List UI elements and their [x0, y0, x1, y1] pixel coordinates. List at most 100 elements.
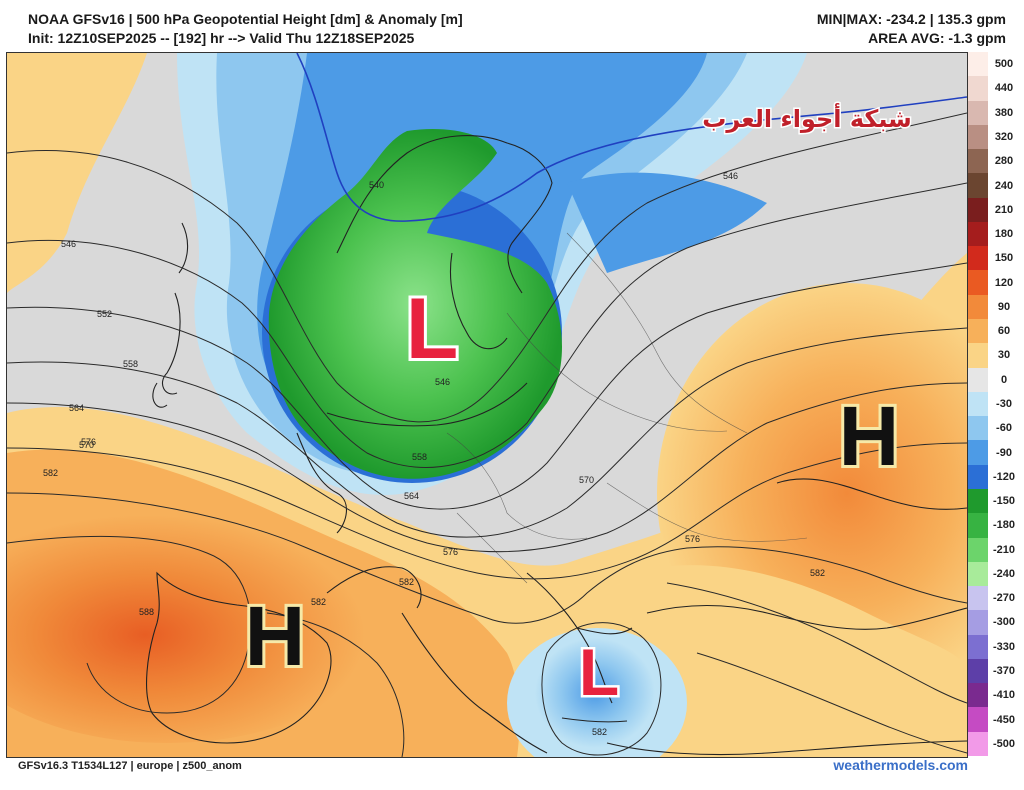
contour-label: 546: [723, 171, 738, 181]
colorbar-swatch: [968, 124, 988, 150]
contour-label: 564: [69, 403, 84, 413]
atlantic-warm-anomaly: [7, 53, 147, 293]
contour-label: 558: [412, 452, 427, 462]
iberia-high-anomaly: [7, 503, 387, 743]
colorbar-label: -240: [992, 567, 1016, 580]
colorbar-swatch: [968, 294, 988, 320]
colorbar-swatch: [968, 197, 988, 223]
colorbar-label: 180: [994, 228, 1014, 241]
colorbar-label: 120: [994, 276, 1014, 289]
contour-label: 570: [79, 440, 94, 450]
model-info-footer: GFSv16.3 T1534L127 | europe | z500_anom: [18, 760, 242, 772]
init-valid-time: Init: 12Z10SEP2025 -- [192] hr --> Valid…: [28, 30, 415, 46]
colorbar-label: -450: [992, 713, 1016, 726]
colorbar-swatch: [968, 367, 988, 393]
site-watermark: شبكة أجواء العرب: [702, 103, 912, 133]
colorbar-swatch: [968, 537, 988, 563]
map-panel: 546 552 558 564 570 576 582 546 540 558 …: [6, 52, 968, 758]
colorbar-label: -210: [992, 543, 1016, 556]
colorbar-swatch: [968, 731, 988, 757]
contour-label: 570: [579, 475, 594, 485]
contour-label: 576: [685, 534, 700, 544]
colorbar-swatch: [968, 173, 988, 199]
colorbar-label: -330: [992, 640, 1016, 653]
colorbar-swatch: [968, 100, 988, 126]
colorbar-label: 150: [994, 252, 1014, 265]
area-average-readout: AREA AVG: -1.3 gpm: [868, 30, 1006, 46]
colorbar-label: 320: [994, 130, 1014, 143]
colorbar-label: 30: [997, 349, 1011, 362]
colorbar-label: -300: [992, 616, 1016, 629]
colorbar-label: -500: [992, 737, 1016, 750]
coastlines: [146, 135, 967, 756]
finland-cold-anomaly: [567, 172, 767, 273]
low-pressure-marker: L: [406, 281, 459, 377]
colorbar-label: -410: [992, 689, 1016, 702]
contour-label: 582: [43, 468, 58, 478]
colorbar-label: 240: [994, 179, 1014, 192]
contour-label: 546: [61, 239, 76, 249]
levant-warm-anomaly: [627, 565, 967, 757]
contour-label: 582: [399, 577, 414, 587]
colorbar-swatch: [968, 149, 988, 174]
height-contours: [7, 112, 967, 757]
colorbar-label: 210: [994, 203, 1014, 216]
contour-label: 546: [435, 377, 450, 387]
colorbar-swatch: [968, 634, 988, 660]
pressure-centers: L H H L: [242, 278, 903, 712]
contour-label: 564: [404, 491, 419, 501]
colorbar-label: 280: [994, 155, 1014, 168]
contour-label: 540: [369, 180, 384, 190]
contour-label: 588: [139, 607, 154, 617]
min-max-readout: MIN|MAX: -234.2 | 135.3 gpm: [816, 11, 1006, 27]
colorbar-swatch: [968, 52, 988, 77]
colorbar-label: -370: [992, 665, 1016, 678]
low-pressure-marker: L: [579, 635, 619, 709]
colorbar-swatch: [968, 488, 988, 514]
colorbar-label: 60: [997, 325, 1011, 338]
colorbar-label: -30: [996, 398, 1012, 410]
colorbar-label: -150: [992, 495, 1016, 508]
colorbar-swatch: [968, 440, 988, 466]
contour-540-dm: [296, 53, 967, 222]
contour-label: 552: [97, 309, 112, 319]
high-pressure-marker: H: [245, 589, 306, 683]
colorbar-swatch: [968, 561, 988, 587]
source-link[interactable]: weathermodels.com: [833, 757, 968, 773]
anomaly-colorbar: 500 440 380 320 280 240 210 180 150 120 90 60 30 0 -30…: [968, 52, 1018, 757]
colorbar-swatch: [968, 391, 988, 417]
colorbar-swatch: [968, 586, 988, 611]
colorbar-swatch: [968, 658, 988, 684]
contour-label: 582: [810, 568, 825, 578]
colorbar-swatch: [968, 319, 988, 344]
country-borders: [446, 232, 808, 584]
crete-anomaly-core: [535, 638, 655, 748]
colorbar-label: 500: [994, 58, 1014, 71]
colorbar-label: 380: [994, 106, 1014, 119]
colorbar-label: -90: [996, 446, 1012, 459]
high-pressure-marker: H: [839, 389, 900, 483]
contour-label: 582: [592, 727, 607, 737]
colorbar-swatch: [968, 610, 988, 636]
colorbar-label: -60: [996, 422, 1012, 435]
colorbar-swatch: [968, 246, 988, 271]
contour-label: 558: [123, 359, 138, 369]
contour-label: 576: [443, 547, 458, 557]
colorbar-swatch: [968, 270, 988, 296]
chart-title: NOAA GFSv16 | 500 hPa Geopotential Heigh…: [28, 11, 463, 27]
colorbar-swatch: [968, 513, 988, 538]
colorbar-swatch: [968, 416, 988, 441]
colorbar-label: -120: [992, 470, 1016, 483]
colorbar-label: -270: [992, 592, 1016, 605]
colorbar-label: 440: [994, 82, 1014, 95]
colorbar-label: 0: [1000, 373, 1008, 386]
colorbar-label: 90: [997, 300, 1011, 313]
contour-label: 576: [81, 437, 96, 447]
colorbar-swatch: [968, 683, 988, 708]
colorbar-swatch: [968, 464, 988, 490]
colorbar-swatch: [968, 221, 988, 247]
colorbar-swatch: [968, 76, 988, 102]
colorbar-label: -180: [992, 519, 1016, 532]
contour-label: 582: [311, 597, 326, 607]
colorbar-swatch: [968, 707, 988, 733]
